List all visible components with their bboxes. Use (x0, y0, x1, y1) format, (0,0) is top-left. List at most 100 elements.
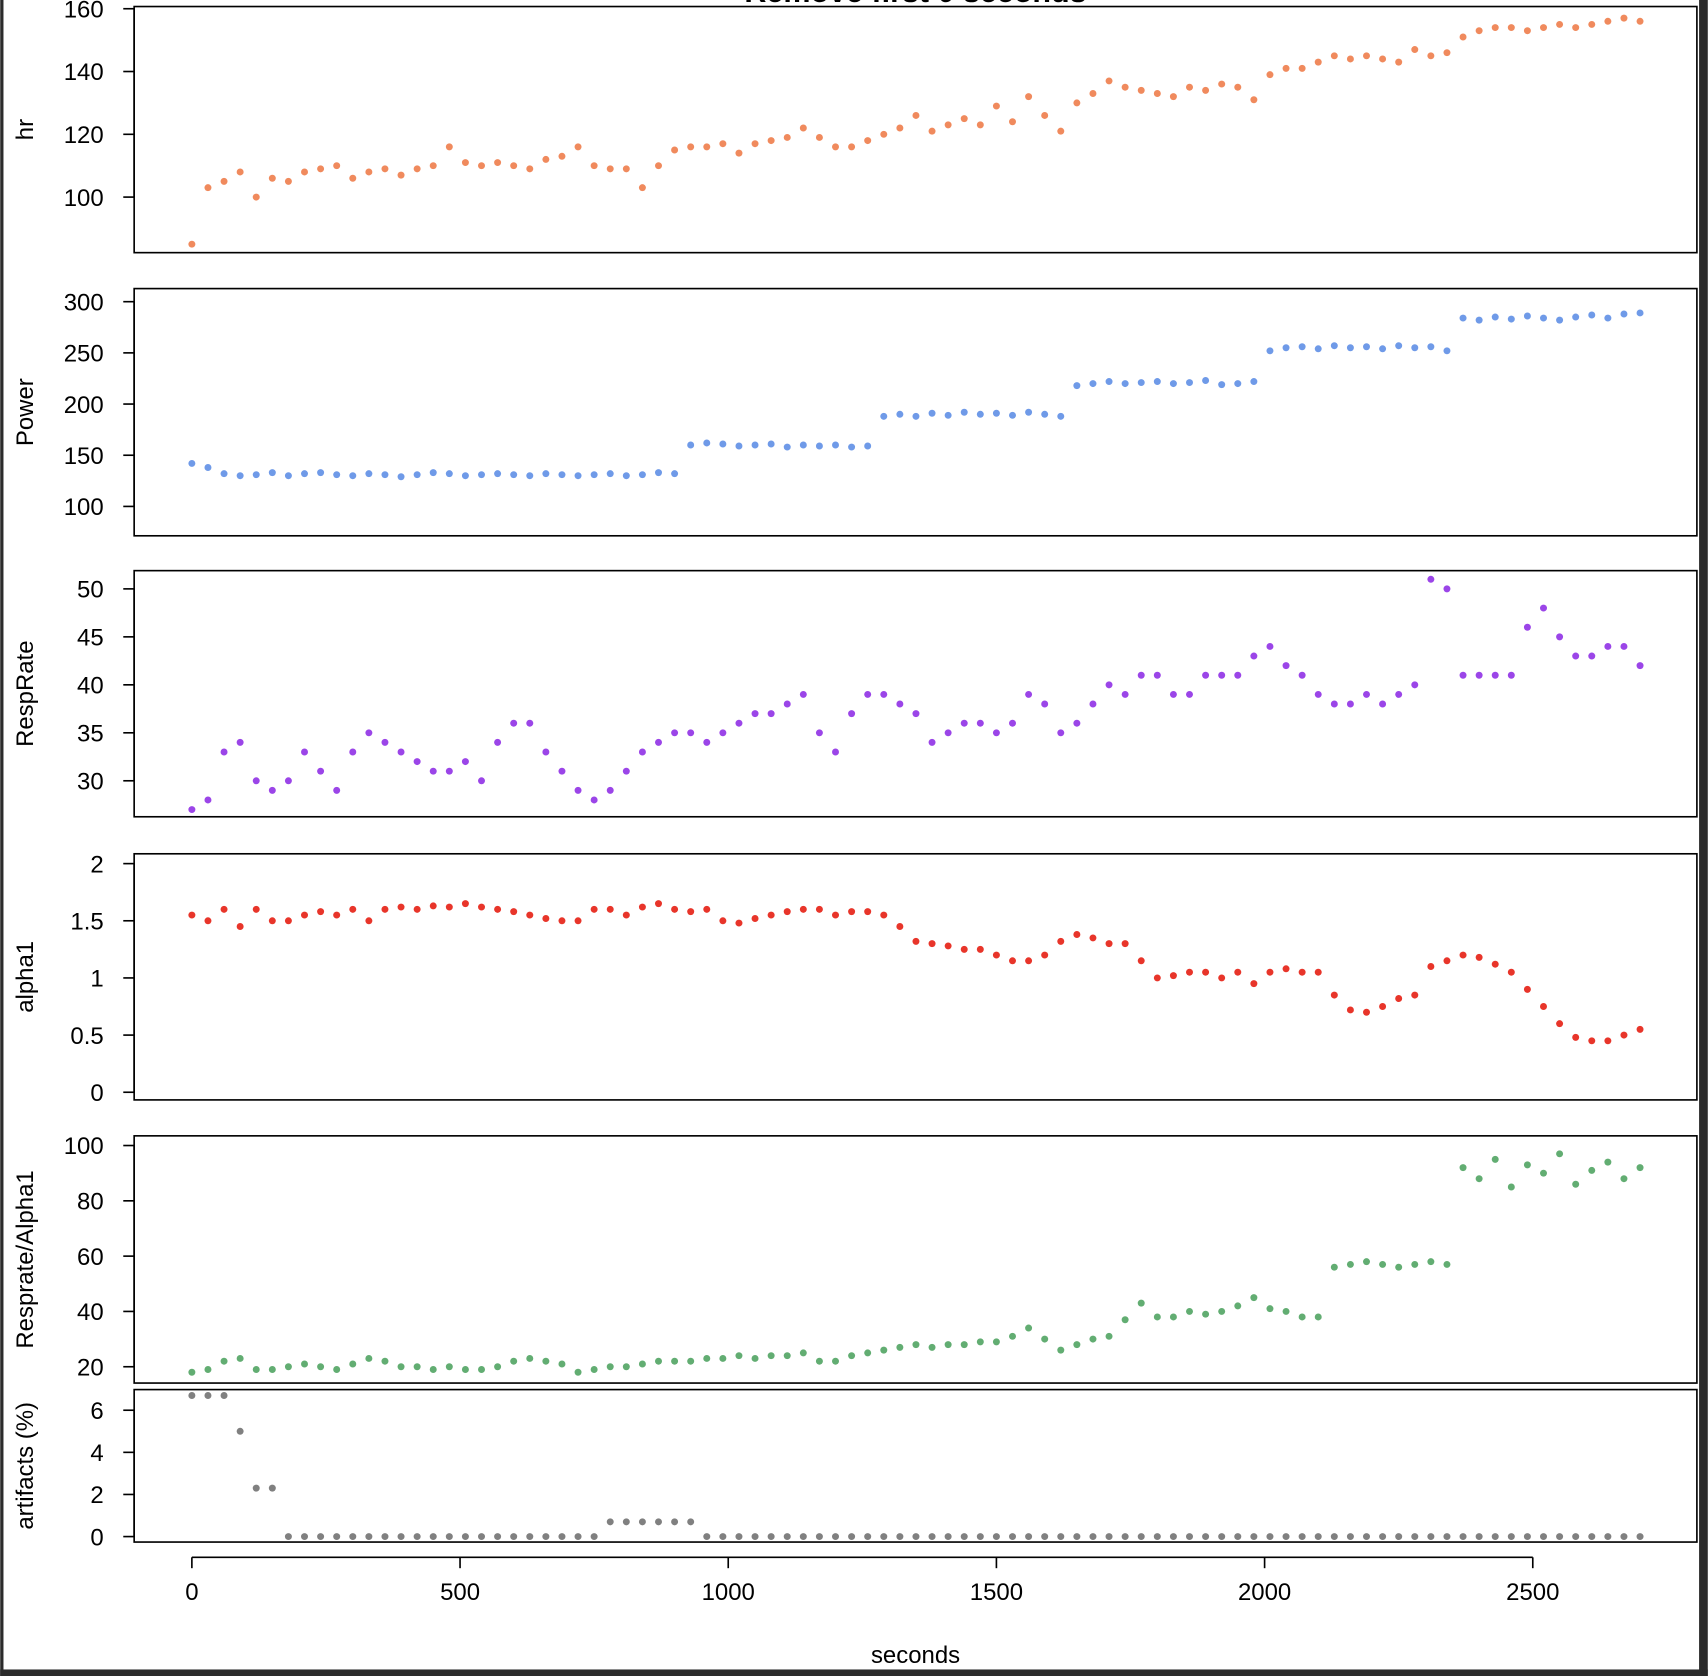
point (767, 1352, 775, 1360)
point (671, 1518, 679, 1526)
point (864, 1349, 872, 1357)
point (1186, 1307, 1193, 1315)
point (1202, 968, 1210, 976)
point (1186, 968, 1193, 976)
point (1330, 1533, 1338, 1541)
point (1395, 342, 1403, 350)
point (1443, 347, 1451, 355)
point (1507, 968, 1515, 976)
point (268, 1366, 276, 1373)
point (268, 786, 276, 794)
point (1556, 1533, 1564, 1541)
point (1379, 55, 1387, 63)
y-axis-label: artifacts (%) (12, 1402, 39, 1530)
point (1475, 671, 1483, 679)
window-edge (1699, 0, 1708, 1676)
point (719, 1533, 727, 1541)
point (252, 193, 260, 201)
point (799, 124, 807, 132)
point (365, 470, 373, 478)
point (1523, 985, 1531, 993)
point (1105, 1533, 1113, 1541)
point (880, 412, 888, 420)
point (1363, 1258, 1370, 1266)
point (622, 767, 630, 775)
y-tick-label: 45 (77, 625, 104, 652)
point (896, 700, 904, 708)
point (1057, 127, 1065, 135)
point (638, 471, 646, 479)
point (655, 1518, 662, 1526)
point (1443, 957, 1451, 965)
point (1105, 681, 1113, 689)
point (1282, 1533, 1290, 1541)
point (590, 905, 598, 913)
point (365, 729, 373, 737)
point (1523, 623, 1531, 631)
point (815, 729, 823, 737)
point (1202, 671, 1210, 679)
point (944, 1533, 952, 1541)
point (494, 738, 502, 746)
point (1572, 1533, 1580, 1541)
point (445, 767, 453, 775)
point (864, 908, 872, 916)
point (397, 1363, 405, 1371)
point (655, 738, 662, 746)
point (1057, 1346, 1065, 1354)
point (1186, 1533, 1193, 1541)
point (1363, 343, 1370, 351)
point (1620, 14, 1628, 22)
point (638, 903, 646, 911)
point (188, 806, 196, 814)
point (236, 923, 244, 930)
point (1073, 382, 1081, 390)
point (1282, 64, 1290, 72)
point (1298, 968, 1306, 976)
point (220, 177, 228, 185)
point (252, 471, 260, 479)
point (783, 443, 791, 451)
point (606, 1363, 614, 1371)
point (735, 1352, 743, 1360)
point (268, 174, 276, 182)
point (1089, 1533, 1097, 1541)
point (526, 472, 534, 480)
point (268, 1484, 276, 1492)
point (301, 911, 308, 919)
point (848, 143, 856, 151)
point (461, 472, 469, 480)
point (317, 165, 325, 173)
point (1556, 20, 1564, 28)
point (1153, 378, 1161, 386)
point (832, 1533, 839, 1541)
point (1218, 1533, 1226, 1541)
point (381, 905, 389, 913)
point (703, 905, 711, 913)
point (1475, 27, 1483, 35)
point (1089, 90, 1097, 97)
point (1459, 951, 1467, 959)
point (767, 911, 775, 919)
point (558, 1533, 566, 1541)
point (301, 1360, 308, 1368)
point (1137, 379, 1145, 387)
point (799, 441, 807, 449)
point (1475, 316, 1483, 324)
point (655, 1357, 662, 1365)
point (928, 1533, 936, 1541)
point (622, 911, 630, 919)
point (413, 1363, 421, 1371)
point (1363, 690, 1370, 698)
point (928, 409, 936, 417)
point (252, 777, 260, 785)
point (461, 1533, 469, 1541)
point (1443, 49, 1451, 57)
point (333, 471, 341, 479)
point (1169, 1313, 1177, 1321)
point (687, 1518, 695, 1526)
point (880, 130, 888, 138)
point (1572, 1180, 1580, 1188)
point (1137, 671, 1145, 679)
point (1507, 315, 1515, 323)
